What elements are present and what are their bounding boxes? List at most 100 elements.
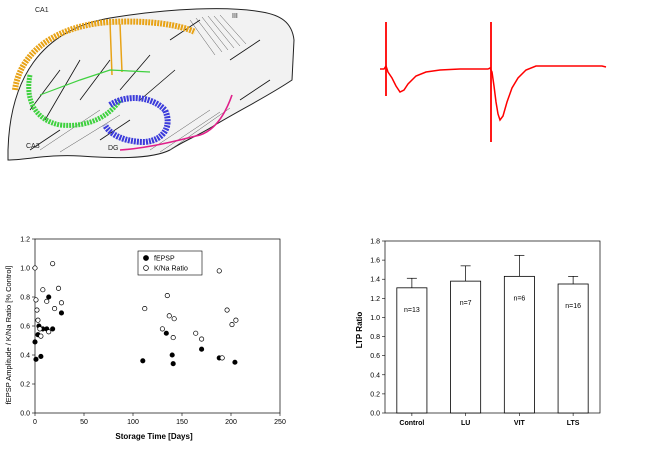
fepsp-point (169, 352, 175, 358)
bar-chart-panel: 0.0 0.2 0.4 0.6 0.8 1.0 1.2 1.4 1.6 1.8 Control LU V… (340, 225, 630, 451)
kna-ratio-point (44, 298, 50, 304)
bar-category-label: Control (399, 420, 424, 427)
legend-label-fepsp: fEPSP (154, 256, 175, 263)
bar-y-axis-title: LTP Ratio (355, 312, 364, 349)
x-tick-label: 250 (274, 419, 286, 426)
bar-n-label: n=16 (565, 303, 581, 310)
label-dg: DG (108, 145, 119, 152)
kna-ratio-point (164, 293, 170, 299)
kna-ratio-point (159, 326, 165, 332)
bar-plot-frame (384, 240, 601, 414)
bar-y-tick-label: 1.8 (370, 239, 380, 246)
ltp-bar-chart: 0.0 0.2 0.4 0.6 0.8 1.0 1.2 1.4 1.6 1.8 Control LU V… (355, 239, 601, 427)
kna-ratio-point (229, 322, 235, 328)
kna-ratio-point (58, 300, 65, 306)
kna-ratio-point (34, 307, 40, 313)
bar-y-tick-label: 0.8 (370, 334, 380, 341)
legend-label-kna: K/Na Ratio (154, 266, 188, 273)
kna-ratio-point (52, 306, 58, 312)
fepsp-point (46, 294, 52, 300)
fepsp-point (170, 361, 176, 367)
hippocampus-drawing: CA1 CA3 DG III (7, 7, 295, 161)
kna-ratio-point (216, 268, 222, 274)
kna-ratio-point (37, 326, 43, 332)
legend-marker-kna (143, 265, 149, 271)
ca1-neuron (109, 21, 123, 76)
kna-ratio-point (142, 306, 148, 312)
bar-y-tick-label: 1.0 (370, 315, 380, 322)
ca3-layer (26, 74, 123, 128)
kna-ratio-point (33, 297, 39, 303)
bar-n-label: n=7 (460, 300, 472, 307)
fiber-hatching (39, 14, 247, 153)
bar-category-label: LU (461, 420, 470, 427)
kna-ratio-point (50, 261, 56, 267)
y-tick-label: 1.2 (20, 237, 30, 244)
kna-ratio-point (46, 329, 52, 335)
x-tick-label: 100 (127, 419, 139, 426)
x-tick-label: 200 (225, 419, 237, 426)
x-tick-label: 150 (176, 419, 188, 426)
kna-ratio-point (38, 333, 44, 339)
dentate-gyrus (102, 95, 171, 146)
trace-line (380, 64, 607, 122)
hippocampus-illustration: CA1 CA3 DG III (0, 0, 300, 180)
bar-y-tick-label: 0.2 (370, 391, 380, 398)
fepsp-point (232, 359, 238, 365)
y-tick-label: 0.4 (20, 353, 30, 360)
bar (503, 275, 535, 414)
scatter-chart: 0 50 100 150 200 250 0.0 0.2 0.4 0.6 0.8 1.0 1.2 fEP… (4, 237, 286, 442)
fepsp-point (50, 326, 56, 332)
kna-ratio-point (55, 285, 62, 291)
y-tick-label: 0.2 (20, 382, 30, 389)
kna-ratio-point (219, 355, 225, 361)
kna-ratio-point (166, 313, 172, 319)
fepsp-point (163, 330, 169, 336)
kna-ratio-point (170, 335, 176, 341)
schaffer-collateral (39, 69, 151, 96)
kna-ratio-point (171, 316, 177, 322)
bar-y-tick-label: 0.4 (370, 372, 380, 379)
fepsp-trace-panel (370, 12, 620, 142)
kna-ratio-point (35, 317, 41, 323)
fepsp-trace (380, 22, 607, 142)
kna-ratio-point (199, 336, 205, 342)
bar-y-tick-label: 0.0 (370, 411, 380, 418)
scatter-x-axis-title: Storage Time [Days] (115, 432, 193, 441)
kna-ratio-point (32, 265, 38, 271)
bar-y-tick-label: 1.6 (370, 258, 380, 265)
bar-y-tick-label: 0.6 (370, 353, 380, 360)
label-ca3: CA3 (26, 143, 40, 150)
x-tick-label: 50 (80, 419, 88, 426)
y-tick-label: 0.0 (20, 411, 30, 418)
bar (557, 283, 589, 414)
bar-y-tick-label: 1.2 (370, 296, 380, 303)
bar (450, 280, 482, 414)
bar-category-label: LTS (567, 420, 580, 427)
y-tick-label: 0.8 (20, 295, 30, 302)
kna-ratio-point (233, 317, 239, 323)
bar-n-label: n=6 (513, 295, 525, 302)
scatter-legend: fEPSP K/Na Ratio (137, 250, 203, 276)
fepsp-point (38, 353, 44, 360)
label-ca1: CA1 (35, 7, 49, 14)
bar (396, 287, 428, 414)
kna-ratio-point (40, 287, 46, 293)
legend-box (137, 250, 203, 276)
label-iii: III (232, 13, 238, 20)
tissue-outline (7, 8, 295, 161)
legend-marker-fepsp (143, 255, 149, 261)
scatter-y-axis-title: fEPSP Amplitude / K/Na Ratio [% Control] (4, 266, 13, 405)
bar-y-tick-label: 1.4 (370, 277, 380, 284)
fepsp-point (33, 356, 39, 362)
fepsp-point (199, 346, 205, 352)
y-tick-label: 1.0 (20, 266, 30, 273)
perforant-path (119, 94, 233, 151)
fepsp-point (32, 339, 38, 345)
bar-n-label: n=13 (404, 307, 420, 314)
x-tick-label: 0 (33, 419, 37, 426)
kna-ratio-point (193, 330, 199, 336)
bar-category-label: VIT (514, 420, 526, 427)
scatter-chart-panel: 0 50 100 150 200 250 0.0 0.2 0.4 0.6 0.8 1.0 1.2 fEP… (0, 225, 300, 451)
fepsp-point (140, 358, 146, 364)
